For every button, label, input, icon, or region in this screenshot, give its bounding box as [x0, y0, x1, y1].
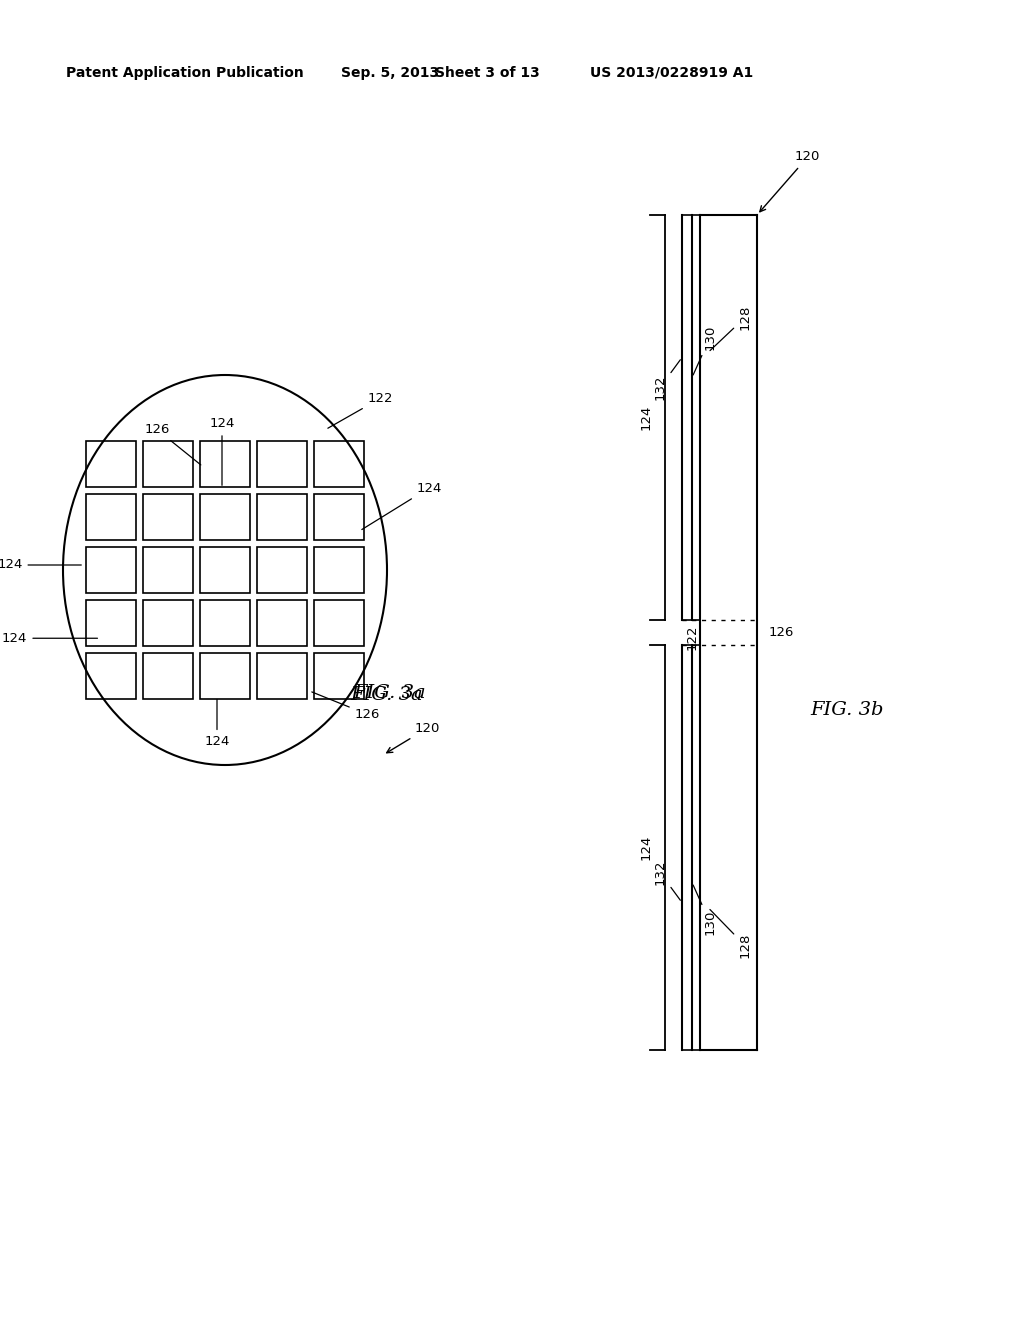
- Bar: [200, 546, 250, 593]
- Text: 124: 124: [640, 834, 652, 861]
- Text: Patent Application Publication: Patent Application Publication: [67, 66, 304, 81]
- Text: 126: 126: [769, 626, 795, 639]
- Bar: [143, 494, 193, 540]
- Bar: [257, 546, 307, 593]
- Bar: [257, 441, 307, 487]
- Bar: [257, 653, 307, 700]
- Text: 124: 124: [640, 405, 652, 430]
- Text: 130: 130: [693, 325, 717, 375]
- Text: 126: 126: [144, 424, 201, 465]
- Bar: [86, 601, 136, 645]
- Bar: [143, 546, 193, 593]
- Text: FIG. 3b: FIG. 3b: [810, 701, 884, 719]
- Text: 120: 120: [760, 150, 820, 211]
- Text: 120: 120: [387, 722, 440, 752]
- Bar: [86, 546, 136, 593]
- Text: US 2013/0228919 A1: US 2013/0228919 A1: [591, 66, 754, 81]
- Text: 122: 122: [328, 392, 393, 428]
- Bar: [200, 653, 250, 700]
- Text: 124: 124: [2, 632, 97, 644]
- Bar: [200, 441, 250, 487]
- Bar: [314, 546, 364, 593]
- Bar: [143, 601, 193, 645]
- Bar: [314, 653, 364, 700]
- Text: 124: 124: [0, 558, 81, 572]
- Bar: [200, 494, 250, 540]
- Bar: [86, 441, 136, 487]
- Text: 124: 124: [361, 482, 441, 529]
- Text: 132: 132: [653, 859, 680, 900]
- Bar: [200, 601, 250, 645]
- Text: 132: 132: [653, 360, 680, 400]
- Text: 124: 124: [205, 700, 229, 748]
- Bar: [257, 601, 307, 645]
- Bar: [314, 494, 364, 540]
- Bar: [143, 441, 193, 487]
- Bar: [143, 653, 193, 700]
- Text: Sheet 3 of 13: Sheet 3 of 13: [434, 66, 540, 81]
- Bar: [257, 494, 307, 540]
- Text: 128: 128: [710, 305, 752, 351]
- Bar: [86, 494, 136, 540]
- Bar: [314, 601, 364, 645]
- Text: 128: 128: [710, 909, 752, 958]
- Text: Sep. 5, 2013: Sep. 5, 2013: [341, 66, 439, 81]
- Bar: [314, 441, 364, 487]
- Text: 122: 122: [685, 624, 698, 651]
- Text: 124: 124: [209, 417, 234, 486]
- Text: 130: 130: [693, 884, 717, 935]
- Text: FIG. 3a: FIG. 3a: [353, 684, 426, 702]
- Text: 126: 126: [312, 692, 380, 721]
- Bar: [86, 653, 136, 700]
- Text: FIG. 3a: FIG. 3a: [350, 686, 423, 704]
